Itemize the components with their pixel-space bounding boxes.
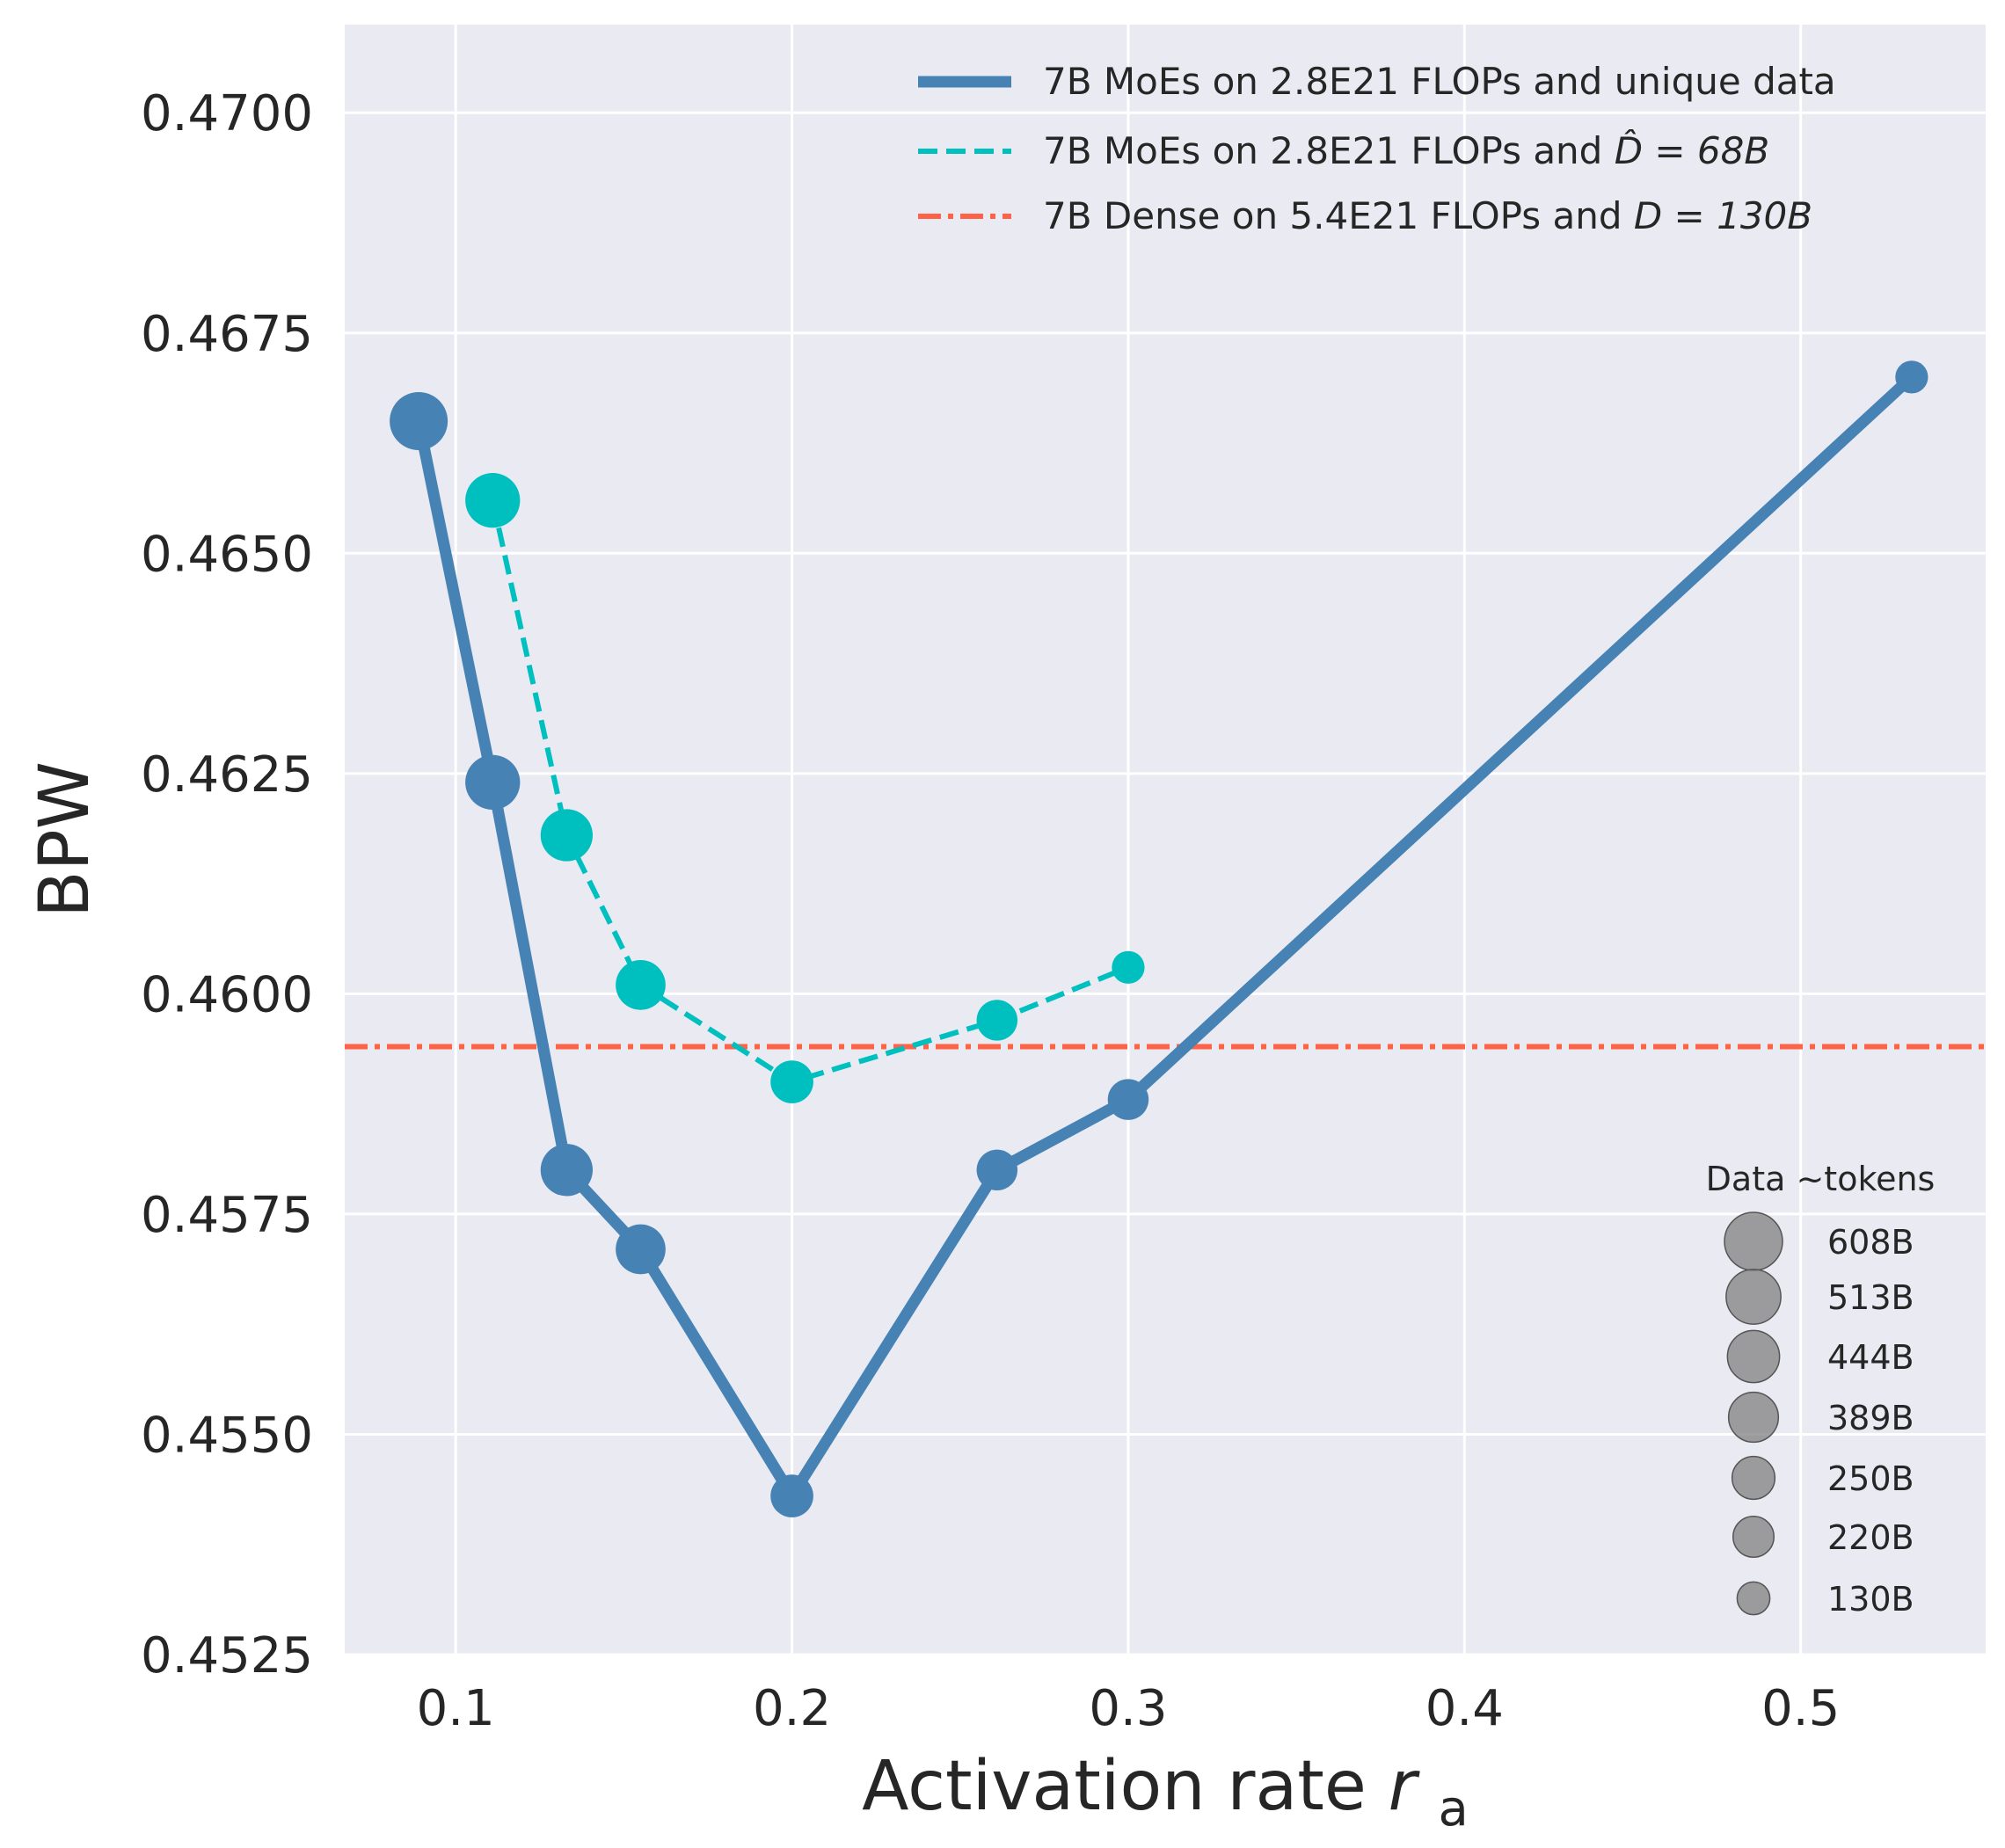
- size-legend-label: 513B: [1827, 1278, 1914, 1317]
- y-tick-label: 0.4525: [141, 1627, 313, 1684]
- y-tick-label: 0.4625: [141, 746, 313, 804]
- x-tick-label: 0.3: [1089, 1680, 1167, 1737]
- size-legend-label: 444B: [1827, 1338, 1914, 1377]
- size-legend-marker: [1727, 1391, 1780, 1444]
- x-tick-label: 0.1: [417, 1680, 495, 1737]
- size-legend-label: 250B: [1827, 1459, 1914, 1498]
- series-point-moe-68b: [465, 473, 521, 528]
- x-tick-label: 0.2: [753, 1680, 831, 1737]
- legend-label-dense: 7B Dense on 5.4E21 FLOPs and D = 130B: [1043, 194, 1812, 237]
- series-point-moe-68b: [1112, 950, 1145, 984]
- plot-background: [345, 25, 1986, 1655]
- series-point-moe-unique: [1107, 1079, 1149, 1120]
- legend-label-moe-unique: 7B MoEs on 2.8E21 FLOPs and unique data: [1043, 60, 1836, 103]
- series-point-moe-unique: [616, 1224, 666, 1275]
- size-legend-marker: [1736, 1581, 1771, 1616]
- y-tick-label: 0.4700: [141, 85, 313, 142]
- y-axis-title: BPW: [26, 761, 105, 918]
- series-point-moe-68b: [616, 960, 666, 1010]
- series-point-moe-unique: [976, 1149, 1018, 1191]
- legend-label-dense-math: D = 130B: [1634, 194, 1812, 237]
- size-legend-label: 130B: [1827, 1580, 1914, 1619]
- series-point-moe-unique: [770, 1474, 813, 1517]
- legend-label-dense-prefix: 7B Dense on 5.4E21 FLOPs and: [1043, 194, 1634, 237]
- y-tick-label: 0.4675: [141, 306, 313, 363]
- x-axis-title-subscript: a: [1439, 1780, 1469, 1837]
- legend: 7B MoEs on 2.8E21 FLOPs and unique data …: [918, 60, 1836, 237]
- series-line-moe-68b: [490, 499, 1130, 1085]
- x-axis-title: Activation rate r a: [862, 1747, 1469, 1837]
- tick-labels: 0.1 0.2 0.3 0.4 0.5 0.4525 0.4550 0.4575 0.4600 0…: [141, 85, 1840, 1737]
- series-point-moe-unique: [540, 1144, 594, 1197]
- legend-label-moe-68b: 7B MoEs on 2.8E21 FLOPs and D̂ = 68B: [1043, 128, 1769, 172]
- series-line-moe-unique: [412, 373, 1916, 1502]
- size-legend-marker: [1725, 1269, 1782, 1325]
- x-axis-title-symbol: r: [1389, 1747, 1421, 1826]
- size-legend-marker: [1731, 1455, 1776, 1501]
- size-legend-label: 608B: [1827, 1223, 1914, 1262]
- series-point-moe-unique: [465, 754, 521, 810]
- size-legend-marker: [1724, 1211, 1783, 1271]
- series-point-moe-68b: [540, 809, 594, 862]
- size-legend-marker: [1726, 1329, 1781, 1384]
- y-tick-label: 0.4575: [141, 1187, 313, 1244]
- y-tick-label: 0.4650: [141, 526, 313, 583]
- series-point-moe-68b: [770, 1060, 813, 1103]
- x-tick-label: 0.5: [1761, 1680, 1840, 1737]
- series-layer: [345, 360, 1986, 1517]
- size-legend-label: 220B: [1827, 1518, 1914, 1557]
- series-point-moe-68b: [976, 1000, 1018, 1041]
- legend-label-moe-68b-math: D̂ = 68B: [1615, 128, 1770, 172]
- series-point-moe-unique: [390, 391, 448, 450]
- series-point-moe-unique: [1895, 360, 1928, 394]
- size-legend: Data ~tokens 608B 513B 444B 389B 250B 220B 130…: [1706, 1160, 1936, 1619]
- y-tick-label: 0.4600: [141, 966, 313, 1023]
- size-legend-marker: [1732, 1516, 1775, 1558]
- x-tick-label: 0.4: [1425, 1680, 1504, 1737]
- size-legend-title: Data ~tokens: [1706, 1160, 1936, 1198]
- x-axis-title-text: Activation rate: [862, 1747, 1367, 1826]
- y-tick-label: 0.4550: [141, 1407, 313, 1464]
- size-legend-label: 389B: [1827, 1399, 1914, 1437]
- legend-label-moe-68b-prefix: 7B MoEs on 2.8E21 FLOPs and: [1043, 129, 1615, 172]
